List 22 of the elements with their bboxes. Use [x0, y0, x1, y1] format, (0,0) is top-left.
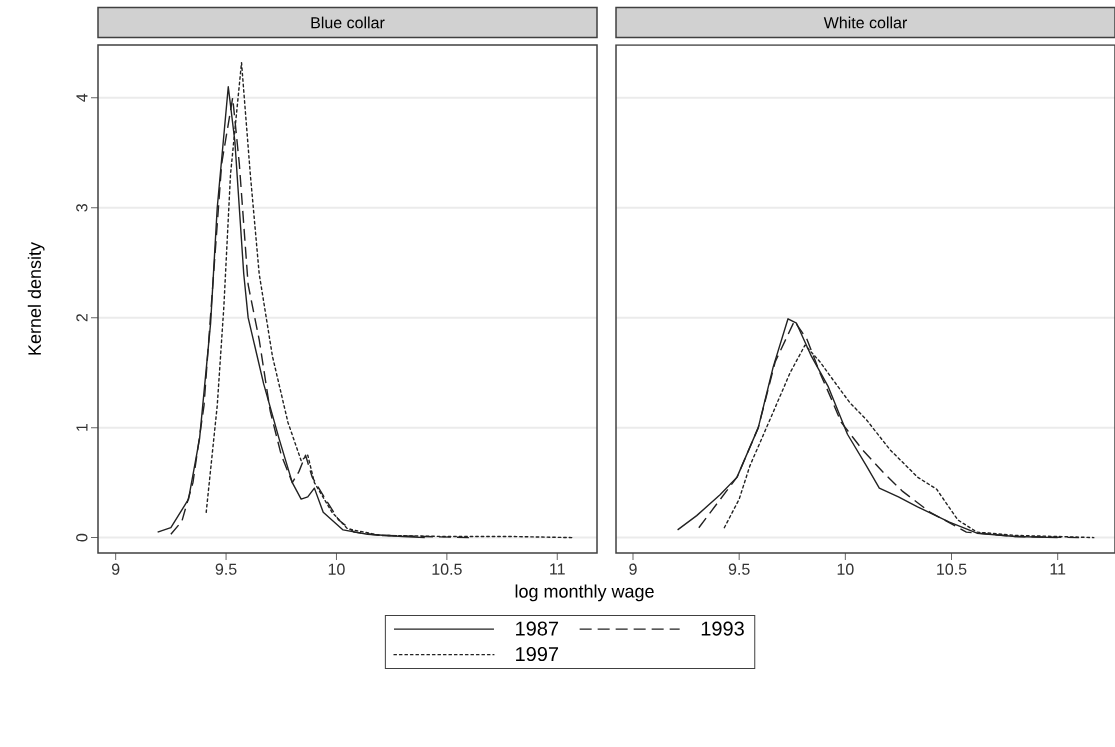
y-tick-label: 1: [76, 423, 88, 431]
y-tick-label: 2: [76, 314, 88, 322]
chart-title: Blue collar: [311, 16, 385, 29]
x-tick-label: 11: [550, 563, 565, 575]
x-tick-label: 10: [837, 563, 854, 575]
y-axis-title: Kernel density: [27, 242, 45, 355]
x-tick-label: 10.5: [937, 563, 967, 575]
y-tick-label: 3: [76, 203, 88, 212]
legend-label: 1993: [701, 621, 744, 636]
x-tick-label: 9.5: [728, 563, 750, 575]
x-tick-label: 9: [111, 563, 120, 575]
x-tick-label: 9: [629, 563, 637, 575]
y-tick-label: 0: [76, 533, 88, 542]
x-tick-label: 10.5: [432, 563, 462, 575]
x-tick-label: 10: [328, 563, 345, 575]
chart-title: White collar: [823, 16, 908, 29]
x-tick-label: 9.5: [215, 563, 237, 575]
x-tick-label: 11: [1050, 563, 1066, 575]
legend-label: 1987: [516, 621, 559, 636]
x-axis-title: log monthly wage: [515, 584, 654, 602]
legend-label: 1997: [516, 646, 559, 662]
y-tick-label: 4: [76, 93, 88, 102]
